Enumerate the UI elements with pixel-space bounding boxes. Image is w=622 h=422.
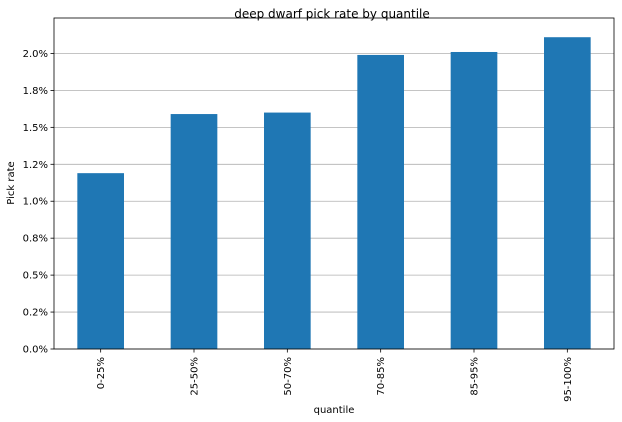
bar (357, 54, 404, 350)
chart-title: deep dwarf pick rate by quantile (234, 7, 430, 21)
y-tick-label: 0.0% (23, 345, 48, 356)
plot-frame (53, 17, 615, 350)
y-tick-label: 1.0% (23, 197, 48, 208)
bar (77, 173, 124, 349)
y-tick-label: 2.0% (23, 49, 48, 60)
x-tick-label: 95-100% (563, 357, 574, 402)
bar (450, 51, 498, 350)
y-tick-label: 0.2% (23, 308, 48, 319)
x-tick-label: 50-70% (283, 357, 294, 396)
y-axis-label: Pick rate (6, 161, 17, 204)
x-axis-label: quantile (314, 405, 355, 416)
x-axis-ticks: 0-25% 25-50% 50-70% 70-85% 85-95% 95-100% (96, 349, 574, 402)
bars (77, 37, 591, 350)
x-tick-label: 25-50% (190, 357, 201, 396)
y-tick-label: 0.8% (23, 234, 48, 245)
y-tick-label: 0.5% (23, 271, 48, 282)
x-tick-label: 70-85% (376, 357, 387, 396)
x-tick-label: 0-25% (96, 357, 107, 389)
y-tick-label: 1.5% (23, 123, 48, 134)
x-tick-label: 85-95% (470, 357, 481, 396)
y-axis-ticks: 0.0% 0.2% 0.5% 0.8% 1.0% 1.2% 1.5% 1.8% 2.0% (23, 49, 54, 356)
bar (544, 37, 591, 350)
bar (170, 114, 218, 350)
y-tick-label: 1.8% (23, 86, 48, 97)
y-tick-label: 1.2% (23, 160, 48, 171)
bar (264, 112, 311, 349)
